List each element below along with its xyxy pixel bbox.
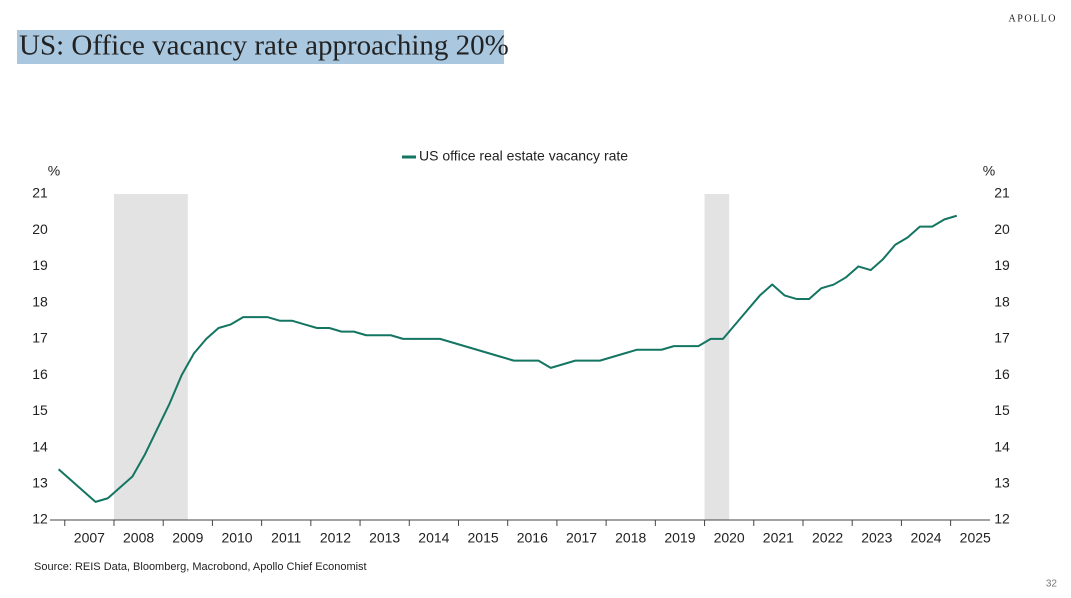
y2-tick-label: 19 bbox=[994, 257, 1010, 273]
x-tick-label: 2019 bbox=[664, 530, 695, 546]
x-tick-label: 2015 bbox=[468, 530, 499, 546]
legend-label: US office real estate vacancy rate bbox=[419, 148, 628, 164]
page-number: 32 bbox=[1046, 579, 1058, 590]
y2-tick-label: 14 bbox=[994, 438, 1010, 454]
y2-tick-label: 12 bbox=[994, 511, 1010, 527]
recession-band bbox=[704, 194, 730, 520]
line-series bbox=[57, 214, 958, 503]
y-tick-label: 19 bbox=[32, 257, 48, 273]
y-tick-label: 17 bbox=[32, 330, 48, 346]
y2-tick-label: 21 bbox=[994, 185, 1010, 201]
x-tick-label: 2021 bbox=[763, 530, 794, 546]
y-tick-label: 20 bbox=[32, 221, 48, 237]
x-tick-label: 2012 bbox=[320, 530, 351, 546]
title-highlight bbox=[17, 30, 504, 64]
x-tick-label: 2014 bbox=[418, 530, 449, 546]
x-tick-label: 2025 bbox=[960, 530, 991, 546]
x-tick-label: 2009 bbox=[172, 530, 203, 546]
x-tick-label: 2022 bbox=[812, 530, 843, 546]
x-tick-label: 2018 bbox=[615, 530, 646, 546]
x-tick-label: 2007 bbox=[74, 530, 105, 546]
y-tick-label: 18 bbox=[32, 293, 48, 309]
x-tick-label: 2010 bbox=[221, 530, 252, 546]
y2-tick-label: 18 bbox=[994, 293, 1010, 309]
x-tick-label: 2024 bbox=[910, 530, 941, 546]
y-tick-label: 12 bbox=[32, 511, 48, 527]
brand: APOLLO bbox=[1009, 13, 1057, 24]
y-unit: % bbox=[48, 163, 60, 179]
x-tick-label: 2013 bbox=[369, 530, 400, 546]
y2-tick-label: 17 bbox=[994, 330, 1010, 346]
x-tick-label: 2017 bbox=[566, 530, 597, 546]
x-tick-label: 2023 bbox=[861, 530, 892, 546]
x-tick-label: 2008 bbox=[123, 530, 154, 546]
chart-title: US: Office vacancy rate approaching 20% bbox=[19, 30, 509, 62]
y-tick-label: 16 bbox=[32, 366, 48, 382]
y2-tick-label: 15 bbox=[994, 402, 1010, 418]
y2-tick-label: 20 bbox=[994, 221, 1010, 237]
x-tick-label: 2011 bbox=[271, 530, 301, 546]
y2-tick-label: 16 bbox=[994, 366, 1010, 382]
source: Source: REIS Data, Bloomberg, Macrobond,… bbox=[34, 561, 367, 573]
y-tick-label: 21 bbox=[32, 185, 48, 201]
y2-tick-label: 13 bbox=[994, 474, 1010, 490]
y-tick-label: 14 bbox=[32, 438, 48, 454]
y-tick-label: 13 bbox=[32, 474, 48, 490]
y2-unit: % bbox=[983, 163, 995, 179]
recession-band bbox=[113, 194, 188, 520]
x-tick-label: 2020 bbox=[714, 530, 745, 546]
y-tick-label: 15 bbox=[32, 402, 48, 418]
x-tick-label: 2016 bbox=[517, 530, 548, 546]
